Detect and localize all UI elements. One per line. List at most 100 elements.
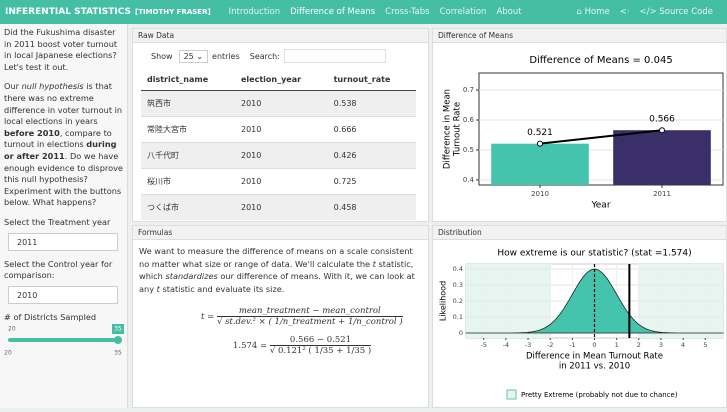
bar (613, 130, 711, 185)
formulas-panel: Formulas We want to measure the differen… (132, 225, 429, 408)
table-row: 八千代町 2010 0.426 (141, 142, 416, 169)
tabs: Introduction Difference of Means Cross-Tab… (219, 7, 522, 17)
header-row: district_name election_year turnout_rate (141, 69, 416, 91)
data-table: district_name election_year turnout_rate 筑西… (141, 69, 416, 220)
slider-handle[interactable] (114, 336, 122, 345)
means-panel: Difference of Means Difference of Means … (432, 28, 727, 222)
y-axis-label: Likelihood (439, 281, 448, 321)
chart-title: How extreme is our statistic? (stat =1.5… (497, 249, 691, 259)
table-cell: つくば市 (141, 194, 235, 220)
slider-value-bubble (112, 324, 124, 335)
table-cell: 桜川市 (141, 168, 235, 195)
column-header[interactable]: district_name (141, 69, 235, 91)
label: Select the Control year for comparison: (4, 258, 113, 281)
x-axis-label: Difference in Mean Turnout Rate (526, 352, 663, 362)
source-text[interactable]: Source Code (659, 7, 713, 17)
fraction: 0.566 − 0.521 √ 0.121² ( 1/35 + 1/35 ) (269, 335, 372, 356)
search-label: Search: (249, 51, 280, 61)
bar (491, 143, 589, 185)
nav-tab[interactable]: About (496, 7, 522, 17)
share-icon[interactable]: <⋅ (619, 7, 630, 17)
panel-title: Difference of Means (433, 29, 726, 43)
nav-tab[interactable]: Difference of Means (290, 7, 376, 17)
table-cell: 2010 (235, 168, 328, 195)
panel-title: Formulas (133, 226, 428, 240)
emph: null hypothesis (21, 81, 84, 92)
general-formula: t = mean_treatment − mean_control √ st.de… (201, 306, 403, 327)
table-controls: Show 25 ⌄ entries Search: (133, 43, 428, 69)
column-header[interactable]: turnout_rate (327, 69, 416, 91)
numerator: 0.566 − 0.521 (269, 335, 372, 346)
value-label: 0.521 (527, 128, 553, 138)
slider-tick-label: 35 (114, 350, 122, 357)
x-tick-label: 1 (615, 341, 619, 349)
y-axis-label: Turnout Rate (453, 102, 463, 157)
column-header[interactable]: election_year (235, 69, 328, 91)
y-tick-label: 0.4 (463, 176, 475, 184)
slider-min: 20 (8, 326, 16, 333)
control-select[interactable]: 2010 (8, 285, 118, 304)
label: # of Districts Sampled (4, 311, 97, 322)
x-axis-label: Year (590, 201, 610, 211)
text: . Do we have enough evidence to disprove… (4, 150, 123, 208)
label: Select the Treatment year (4, 216, 111, 227)
x-axis-label: in 2011 vs. 2010 (559, 362, 630, 372)
slider-fill (8, 338, 118, 343)
table-cell: 2010 (235, 90, 328, 117)
x-tick-label: -4 (503, 341, 509, 349)
text: statistic, which (139, 258, 414, 282)
distribution-panel: Distribution How extreme is our statisti… (432, 225, 727, 408)
entries-value[interactable]: 25 (183, 51, 194, 61)
chart-title: Difference of Means = 0.045 (529, 55, 672, 66)
formula-text: We want to measure the difference of mea… (133, 240, 428, 300)
text: Our (4, 81, 22, 92)
home-text[interactable]: Home (584, 7, 610, 17)
y-tick-label: 0.2 (453, 297, 463, 305)
table-cell: 0.725 (327, 168, 416, 195)
numerator: mean_treatment − mean_control (216, 306, 403, 317)
y-tick-label: 0.6 (463, 116, 475, 124)
text: , compare to turnout in elections (4, 127, 112, 150)
table-cell: 0.538 (327, 90, 416, 117)
treatment-select[interactable]: 2011 (8, 232, 118, 251)
nav-tab[interactable]: Cross-Tabs (385, 7, 430, 17)
search-input[interactable] (283, 49, 386, 63)
y-axis-label: Difference in Mean (443, 89, 453, 169)
applied-formula: 1.574 = 0.566 − 0.521 √ 0.121² ( 1/35 + 1… (233, 335, 372, 356)
x-tick-label: 3 (659, 341, 663, 349)
home-link[interactable]: ⌂ Home (576, 7, 610, 17)
table-cell: 常陸大宮市 (141, 116, 235, 143)
intro: Did the Fukushima disaster in 2011 boost… (4, 27, 118, 72)
table-cell: 2010 (235, 116, 328, 143)
x-tick-label: 2 (637, 341, 641, 349)
y-tick-label: 0.5 (463, 146, 474, 154)
raw-data-panel: Raw Data Show 25 ⌄ entries Search: distr… (132, 28, 429, 222)
entries-select[interactable]: 25 ⌄ (178, 49, 209, 63)
nav-tab[interactable]: Introduction (228, 7, 281, 17)
table-cell: 2010 (235, 194, 328, 220)
legend-key (506, 389, 517, 400)
chart: How extreme is our statistic? (stat =1.5… (439, 249, 724, 400)
nav-tab[interactable]: Correlation (439, 7, 487, 17)
legend-label: Pretty Extreme (probably not due to chan… (521, 391, 678, 399)
table-cell: 0.458 (327, 194, 416, 220)
y-tick-label: 0 (459, 329, 463, 337)
table-row: 桜川市 2010 0.725 (141, 168, 416, 195)
value-label: 0.566 (649, 115, 675, 125)
table-cell: 0.426 (327, 142, 416, 169)
table-cell: 八千代町 (141, 142, 235, 169)
y-tick-label: 0.1 (453, 313, 463, 321)
source-link[interactable]: </> Source Code (639, 7, 713, 17)
table-row: 常陸大宮市 2010 0.666 (141, 116, 416, 143)
slider[interactable]: 20 35 20 35 (4, 323, 124, 363)
show-label: Show (151, 51, 173, 61)
table-cell: 2010 (235, 142, 328, 169)
emph: t (156, 283, 160, 294)
x-tick-label: 2011 (653, 190, 671, 198)
panel-title: Distribution (433, 226, 726, 240)
brand: INFERENTIAL STATISTICS (5, 7, 132, 17)
y-tick-label: 0.3 (453, 281, 463, 289)
x-tick-label: 2010 (531, 190, 549, 198)
x-tick-label: -5 (480, 341, 486, 349)
author: [TIMOTHY FRASER] (135, 8, 211, 16)
